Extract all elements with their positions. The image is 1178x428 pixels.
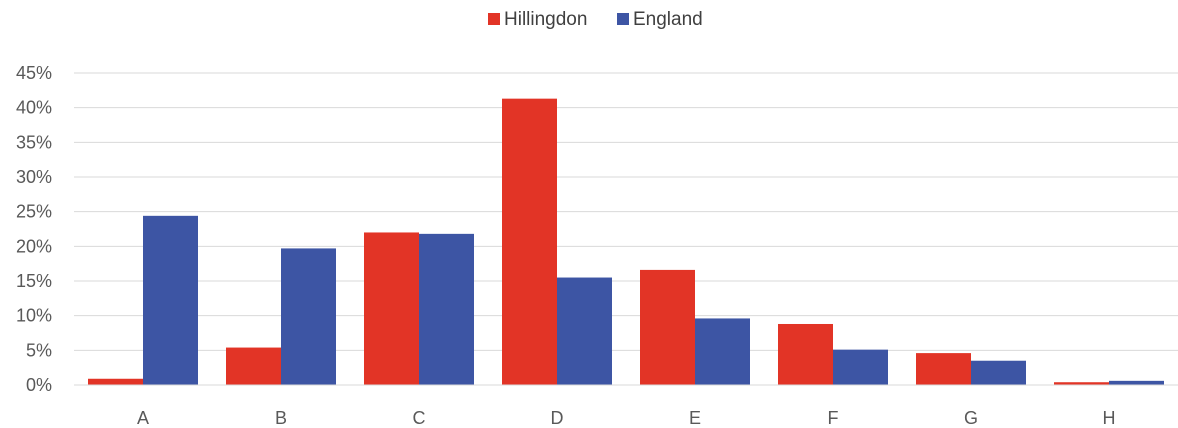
y-tick-label: 5% — [26, 340, 52, 360]
bar-hillingdon-h — [1054, 382, 1109, 385]
y-tick-label: 20% — [16, 236, 52, 256]
x-category-label: C — [413, 408, 426, 428]
y-tick-label: 40% — [16, 98, 52, 118]
bar-england-g — [971, 360, 1026, 385]
y-tick-label: 10% — [16, 306, 52, 326]
bar-england-f — [833, 349, 888, 385]
y-axis-ticks: 0% 5% 10% 15% 20% 25% 30% 35% 40% 45% — [16, 63, 52, 395]
bar-england-h — [1109, 380, 1164, 385]
bar-england-a — [143, 215, 198, 385]
x-category-label: G — [964, 408, 978, 428]
bar-hillingdon-e — [640, 269, 695, 385]
bar-hillingdon-g — [916, 353, 971, 385]
legend-label-hillingdon: Hillingdon — [504, 9, 587, 30]
legend: Hillingdon England — [488, 9, 703, 30]
x-category-label: A — [137, 408, 149, 428]
y-tick-label: 30% — [16, 167, 52, 187]
x-category-label: H — [1103, 408, 1116, 428]
bar-hillingdon-b — [226, 347, 281, 385]
x-category-label: D — [551, 408, 564, 428]
bar-england-b — [281, 248, 336, 385]
x-category-label: F — [828, 408, 839, 428]
y-tick-label: 45% — [16, 63, 52, 83]
bars — [88, 98, 1164, 386]
bar-hillingdon-d — [502, 98, 557, 386]
x-category-label: B — [275, 408, 287, 428]
bar-hillingdon-f — [778, 323, 833, 385]
bar-hillingdon-c — [364, 232, 419, 385]
x-category-label: E — [689, 408, 701, 428]
legend-label-england: England — [633, 9, 703, 30]
gridlines — [74, 72, 1178, 351]
bar-england-e — [695, 318, 750, 385]
y-tick-label: 25% — [16, 202, 52, 222]
bar-england-c — [419, 233, 474, 385]
y-tick-label: 0% — [26, 375, 52, 395]
bar-england-d — [557, 277, 612, 385]
y-tick-label: 35% — [16, 132, 52, 152]
bar-hillingdon-a — [88, 378, 143, 385]
y-tick-label: 15% — [16, 271, 52, 291]
x-axis-categories: A B C D E F G H — [137, 408, 1116, 428]
legend-swatch-hillingdon — [488, 13, 500, 25]
legend-swatch-england — [617, 13, 629, 25]
